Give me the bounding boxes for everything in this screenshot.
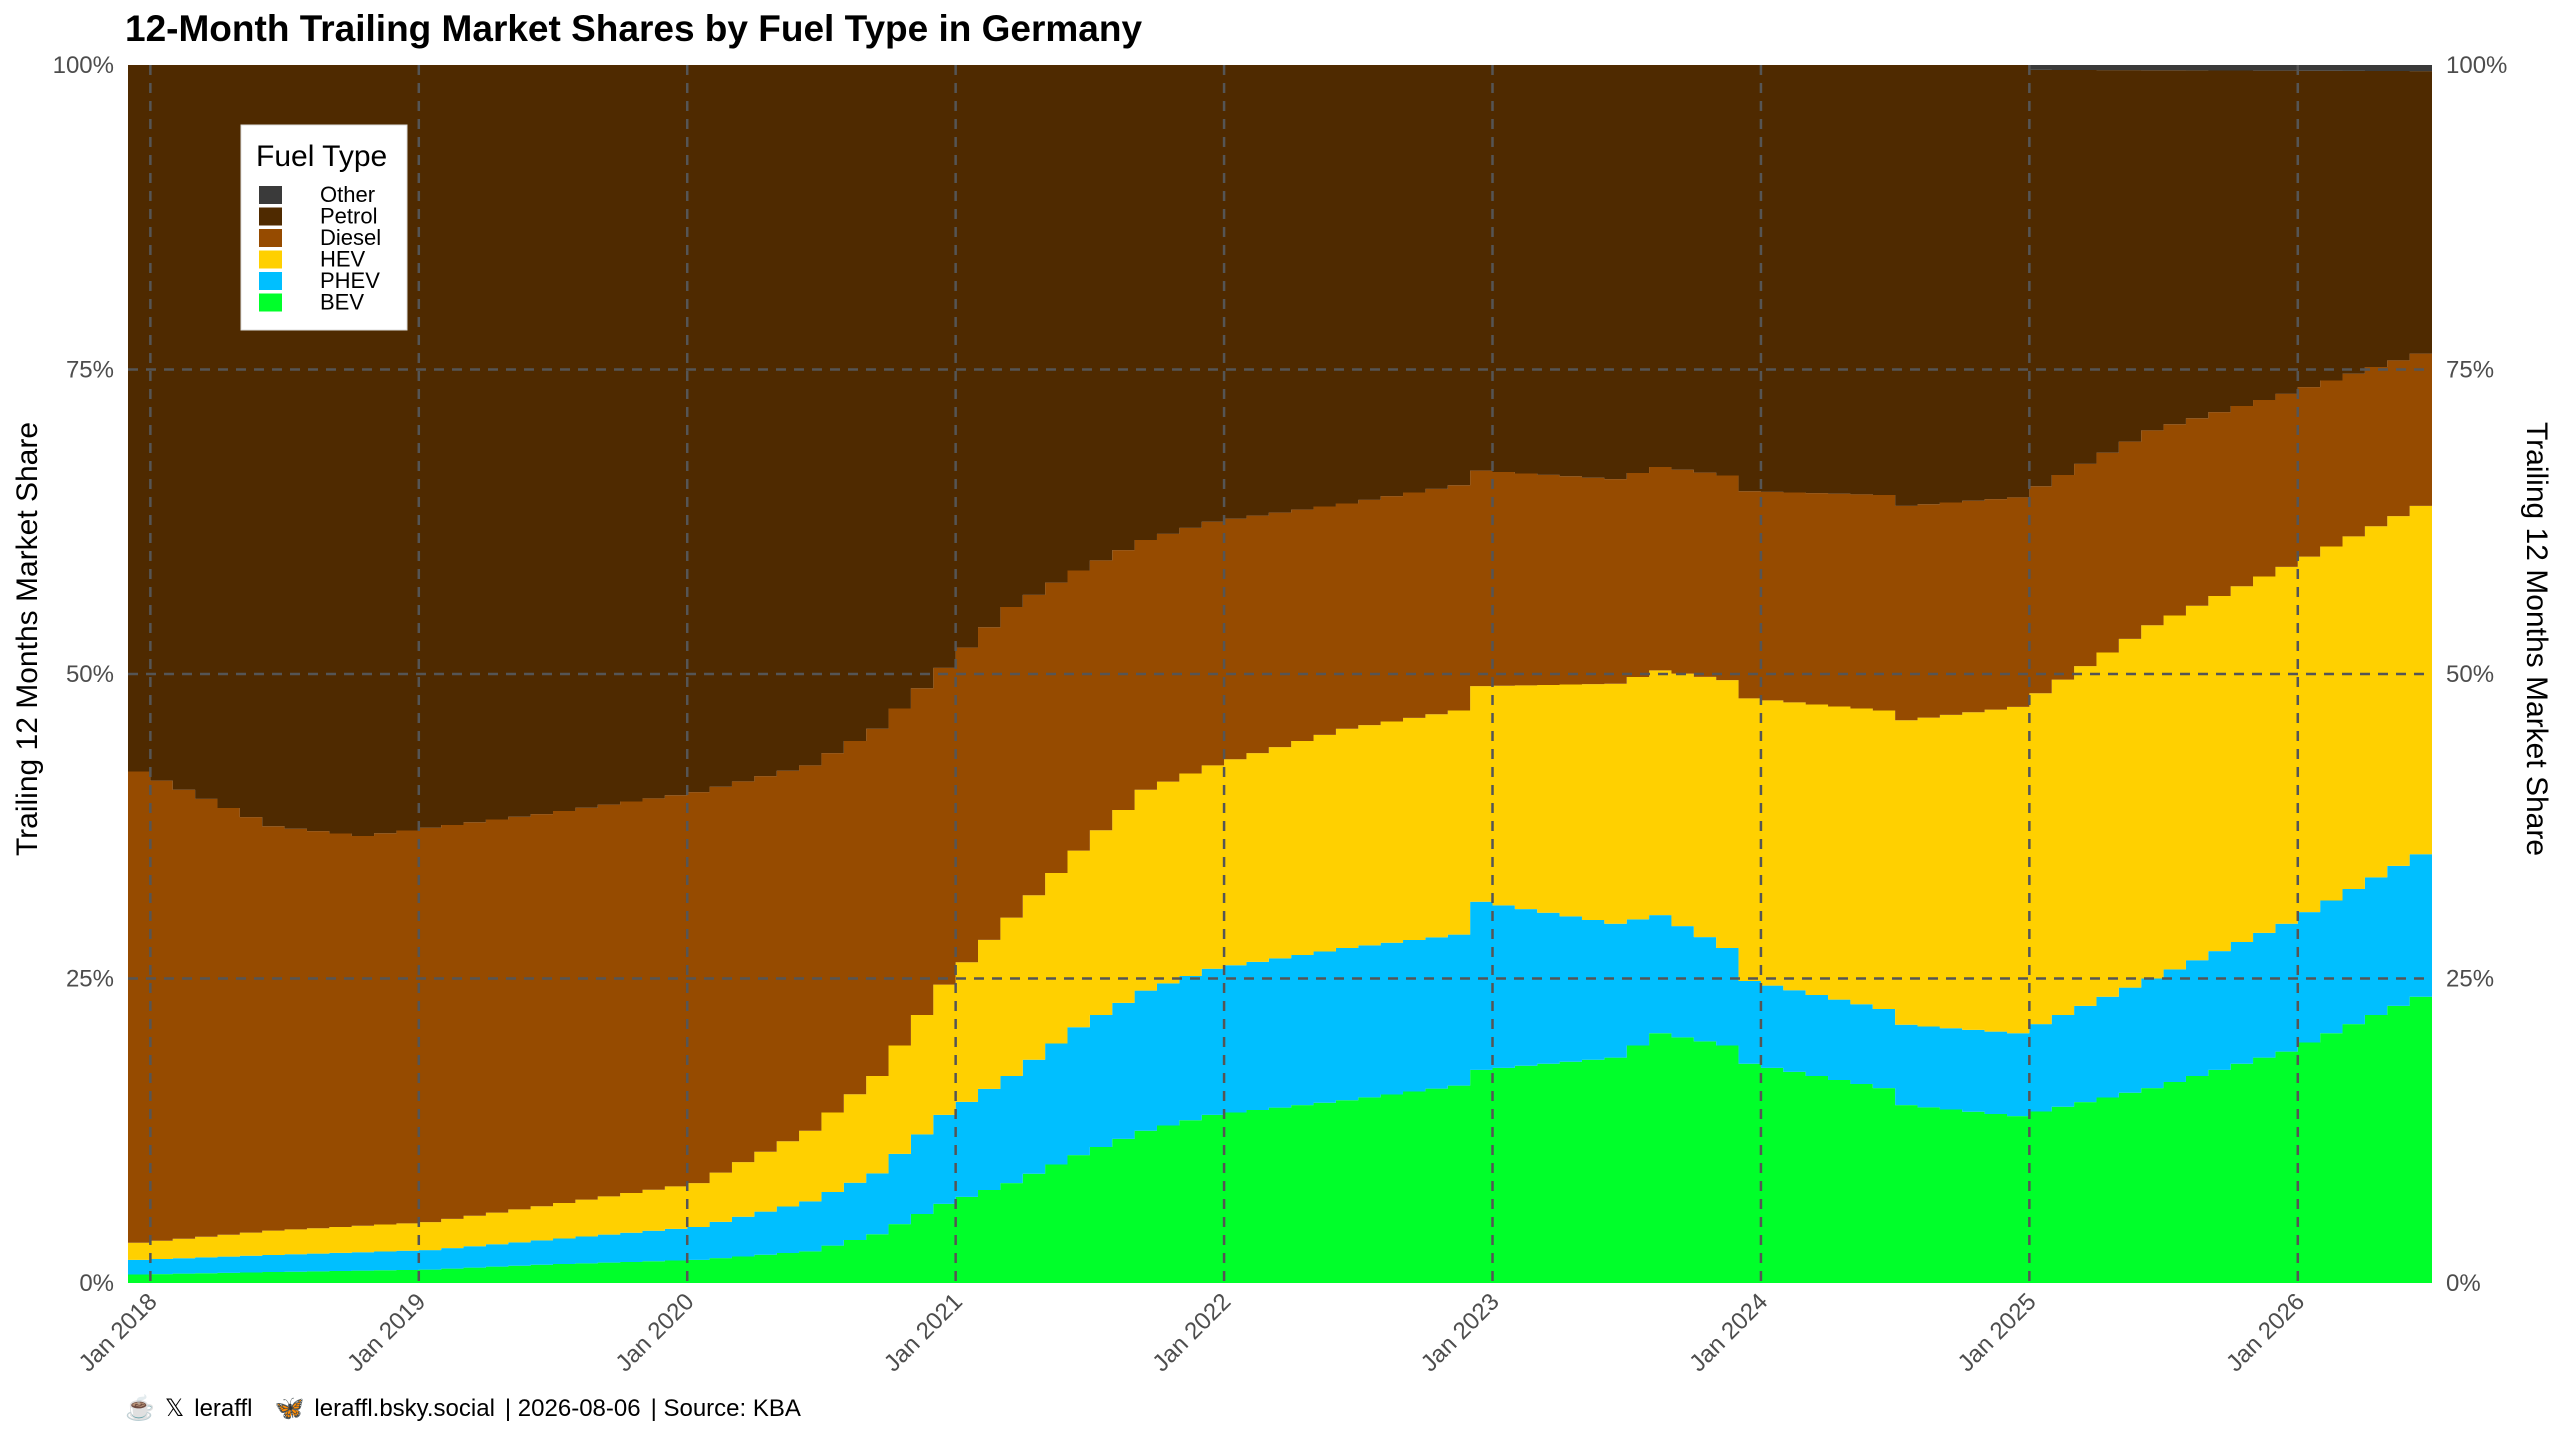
y-ticks-left: 0% 25% 50% 75% 100%	[53, 52, 114, 1297]
legend-label-other: Other	[320, 182, 375, 207]
x-logo-icon: 𝕏	[164, 1395, 185, 1422]
caption-source: | Source: KBA	[650, 1394, 801, 1422]
legend-label-petrol: Petrol	[320, 204, 377, 229]
x-tick-label: Jan 2021	[879, 1288, 968, 1377]
caption-handle: leraffl	[194, 1394, 253, 1422]
legend-label-hev: HEV	[320, 247, 366, 272]
x-tick-label: Jan 2020	[611, 1288, 700, 1377]
x-tick-label: Jan 2023	[1416, 1288, 1505, 1377]
y-tick-label-left: 50%	[66, 661, 114, 688]
y-tick-label-right: 50%	[2446, 661, 2494, 688]
y-tick-label-right: 100%	[2446, 52, 2507, 79]
caption-bsky: leraffl.bsky.social	[314, 1394, 495, 1422]
x-tick-label: Jan 2025	[1953, 1288, 2042, 1377]
legend-swatch-diesel	[259, 229, 282, 247]
x-tick-label: Jan 2019	[342, 1288, 431, 1377]
legend-label-bev: BEV	[320, 290, 364, 315]
area-bands	[128, 65, 2432, 1283]
x-ticks: Jan 2018 Jan 2019 Jan 2020 Jan 2021 Jan 2022…	[74, 1288, 2310, 1377]
y-axis-label-right: Trailing 12 Months Market Share	[2520, 422, 2553, 856]
y-tick-label-left: 0%	[79, 1270, 114, 1297]
y-tick-label-left: 75%	[66, 357, 114, 384]
y-ticks-right: 0% 25% 50% 75% 100%	[2446, 52, 2507, 1297]
legend-swatch-petrol	[259, 207, 282, 226]
area-hev	[128, 505, 2432, 1260]
butterfly-icon: 🦋	[274, 1395, 305, 1422]
x-tick-label: Jan 2018	[74, 1288, 163, 1377]
y-tick-label-right: 0%	[2446, 1270, 2481, 1297]
y-tick-label-right: 25%	[2446, 966, 2494, 993]
caption-date: | 2026-08-06	[504, 1394, 641, 1422]
coffee-icon: ☕	[125, 1395, 155, 1422]
legend-swatch-hev	[259, 250, 282, 269]
area-phev	[128, 854, 2432, 1275]
area-petrol	[128, 65, 2432, 836]
x-tick-label: Jan 2022	[1147, 1288, 1236, 1377]
legend-label-phev: PHEV	[320, 268, 380, 293]
y-tick-label-right: 75%	[2446, 357, 2494, 384]
gridlines	[128, 65, 2432, 1283]
x-tick-label: Jan 2024	[1684, 1288, 1773, 1377]
y-tick-label-left: 100%	[53, 52, 114, 79]
legend-swatch-bev	[259, 293, 282, 312]
area-other	[128, 65, 2432, 72]
legend-title: Fuel Type	[256, 140, 387, 173]
legend-swatch-other	[259, 186, 282, 204]
y-tick-label-left: 25%	[66, 966, 114, 993]
y-axis-label-left: Trailing 12 Months Market Share	[11, 422, 44, 856]
x-tick-label: Jan 2026	[2221, 1288, 2310, 1377]
legend-swatch-phev	[259, 272, 282, 290]
area-bev	[128, 996, 2432, 1283]
legend-label-diesel: Diesel	[320, 225, 381, 250]
caption: ☕ 𝕏 leraffl 🦋 leraffl.bsky.social | 2026…	[125, 1394, 801, 1423]
area-diesel	[128, 353, 2432, 1243]
chart-title: 12-Month Trailing Market Shares by Fuel …	[125, 8, 1142, 49]
